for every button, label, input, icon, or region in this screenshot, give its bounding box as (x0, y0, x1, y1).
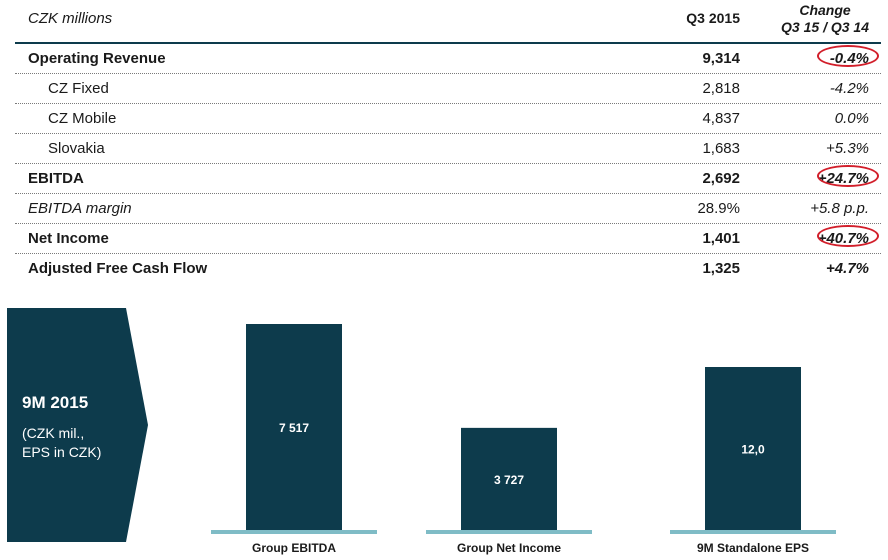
table-row: EBITDA 2,692 +24.7% (15, 164, 881, 194)
row-change: +5.3% (826, 140, 869, 157)
bar (246, 324, 342, 530)
panel-subtitle-line1: (CZK mil., (22, 425, 85, 441)
row-value: 28.9% (697, 200, 740, 217)
row-label: Adjusted Free Cash Flow (28, 260, 208, 277)
highlight-ring (817, 45, 879, 67)
category-label: Group Net Income (457, 541, 561, 555)
row-value: 9,314 (702, 50, 740, 67)
table-row: CZ Fixed 2,818 -4.2% (15, 74, 881, 104)
category-label: Group EBITDA (252, 541, 336, 555)
bar-value-label: 3 727 (494, 473, 524, 487)
row-label: EBITDA (28, 170, 84, 187)
unit-label: CZK millions (28, 10, 113, 27)
row-change: +5.8 p.p. (810, 200, 869, 217)
bar (461, 427, 557, 530)
bar-value-label: 12,0 (741, 443, 765, 457)
panel-subtitle: (CZK mil., EPS in CZK) (22, 424, 132, 462)
bar-baseline (211, 530, 377, 534)
table-row: Slovakia 1,683 +5.3% (15, 134, 881, 164)
bar-baseline (670, 530, 836, 534)
bar-value-label: 7 517 (279, 421, 309, 435)
financial-table: CZK millions Q3 2015 Change Q3 15 / Q3 1… (15, 0, 881, 283)
row-label: Operating Revenue (28, 50, 166, 67)
table-row: Adjusted Free Cash Flow 1,325 +4.7% (15, 254, 881, 283)
row-label: EBITDA margin (28, 200, 132, 217)
table-row: CZ Mobile 4,837 0.0% (15, 104, 881, 134)
bar (705, 367, 801, 530)
panel-subtitle-line2: EPS in CZK) (22, 444, 102, 460)
row-label: CZ Mobile (48, 110, 117, 127)
row-change: 0.0% (834, 110, 869, 127)
period-column-header: Q3 2015 (686, 10, 740, 26)
row-value: 1,683 (702, 140, 740, 157)
change-header-line1: Change (799, 2, 851, 18)
row-label: Slovakia (48, 140, 105, 157)
row-change: +4.7% (826, 260, 869, 277)
row-label: Net Income (28, 230, 109, 247)
row-value: 2,818 (702, 80, 740, 97)
row-value: 1,325 (702, 260, 740, 277)
row-value: 4,837 (702, 110, 740, 127)
row-value: 2,692 (702, 170, 740, 187)
panel-title: 9M 2015 (22, 393, 89, 412)
change-column-header: Change Q3 15 / Q3 14 (781, 2, 869, 36)
bar-baseline (426, 530, 592, 534)
table-row: Net Income 1,401 +40.7% (15, 224, 881, 254)
row-change: -4.2% (829, 80, 869, 97)
highlight-ring (817, 225, 879, 247)
change-header-line2: Q3 15 / Q3 14 (781, 19, 869, 35)
panel-arrow-shape (7, 308, 148, 542)
table-row: Operating Revenue 9,314 -0.4% (15, 44, 881, 74)
row-value: 1,401 (702, 230, 740, 247)
table-header: CZK millions Q3 2015 Change Q3 15 / Q3 1… (15, 0, 881, 44)
category-label: 9M Standalone EPS (697, 541, 809, 555)
row-label: CZ Fixed (48, 80, 109, 97)
highlight-ring (817, 165, 879, 187)
table-row: EBITDA margin 28.9% +5.8 p.p. (15, 194, 881, 224)
